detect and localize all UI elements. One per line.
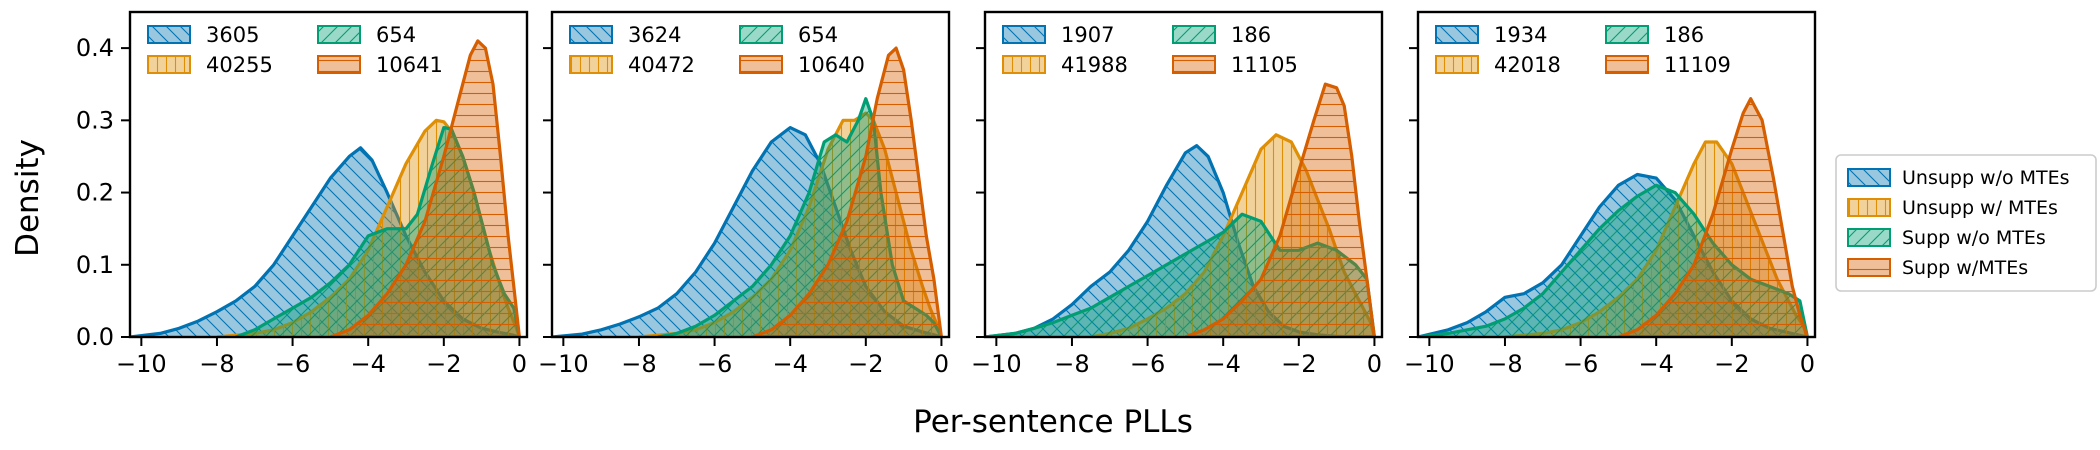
x-tick-label: −8	[199, 350, 234, 378]
legend-swatch-hatch	[148, 56, 190, 73]
density-line-series-4	[1617, 97, 1809, 337]
legend-count: 40255	[206, 53, 273, 77]
x-tick-label: −6	[1563, 350, 1598, 378]
legend-swatch-hatch	[1606, 56, 1648, 73]
legend-swatch-hatch	[740, 56, 782, 73]
x-tick-label: −10	[971, 350, 1022, 378]
legend-count: 186	[1231, 23, 1271, 47]
axes-frame	[983, 10, 1384, 339]
legend-swatch-hatch	[740, 26, 782, 43]
density-hatch-series-1	[985, 145, 1375, 337]
legend-count: 10640	[798, 53, 865, 77]
legend-swatch-hatch	[1848, 199, 1890, 216]
panel-2: −10 −8 −6 −4 −2 0 3624 40472 654 10640	[538, 10, 951, 378]
legend-swatch-hatch	[1003, 26, 1045, 43]
legend-count: 1907	[1061, 23, 1114, 47]
density-line-series-4	[751, 46, 943, 337]
x-tick-label: −6	[697, 350, 732, 378]
y-tick-label: 0.1	[76, 251, 114, 279]
legend-count: 654	[798, 23, 838, 47]
y-tick-label: 0.3	[76, 106, 114, 134]
legend-count: 1934	[1494, 23, 1547, 47]
x-tick-label: −4	[351, 350, 386, 378]
x-axis-title: Per-sentence PLLs	[913, 404, 1193, 440]
legend-swatch-hatch	[1436, 56, 1478, 73]
x-tick-label: −2	[426, 350, 461, 378]
density-hatch-series-4	[1185, 84, 1375, 337]
x-tick-label: 0	[934, 350, 949, 378]
density-line-series-4	[1184, 82, 1376, 337]
shared-legend: Unsupp w/o MTEs Unsupp w/ MTEs Supp w/o MT…	[1835, 154, 2097, 292]
y-tick-label: 0.2	[76, 179, 114, 207]
density-hatch-series-4	[752, 48, 942, 337]
legend-count: 40472	[628, 53, 695, 77]
legend-count: 41988	[1061, 53, 1128, 77]
axes-frame	[550, 10, 951, 339]
legend-swatch-hatch	[1436, 26, 1478, 43]
panel-4: −10 −8 −6 −4 −2 0 1934 42018 186 11109	[1404, 10, 1817, 378]
plot-area	[985, 82, 1376, 337]
legend-swatch-hatch	[1003, 56, 1045, 73]
x-tick-label: −4	[773, 350, 808, 378]
x-tick-label: −8	[1487, 350, 1522, 378]
legend-swatch-hatch	[1848, 259, 1890, 276]
legend-entry-label: Unsupp w/ MTEs	[1902, 197, 2058, 219]
x-tick-label: −2	[1714, 350, 1749, 378]
legend-swatch-hatch	[570, 56, 612, 73]
legend-swatch-hatch	[1848, 229, 1890, 246]
legend-swatch-hatch	[148, 26, 190, 43]
x-tick-label: −4	[1206, 350, 1241, 378]
panel-1: −10 −8 −6 −4 −2 0 0.0 0.1 0.2 0.3 0.4 3605 40255 654 1…	[76, 10, 529, 378]
legend-swatch-hatch	[570, 26, 612, 43]
legend-entry-label: Unsupp w/o MTEs	[1902, 167, 2070, 189]
x-tick-label: −2	[1281, 350, 1316, 378]
legend-count: 11109	[1664, 53, 1731, 77]
panel-3: −10 −8 −6 −4 −2 0 1907 41988 186 11105	[971, 10, 1384, 378]
x-tick-label: −10	[538, 350, 589, 378]
legend-count: 654	[376, 23, 416, 47]
plot-area	[130, 39, 521, 337]
x-tick-label: −10	[116, 350, 167, 378]
legend-swatch-hatch	[1848, 169, 1890, 186]
panel-legend: 3624 40472 654 10640	[569, 23, 865, 77]
legend-swatch-hatch	[1606, 26, 1648, 43]
panels: −10 −8 −6 −4 −2 0 0.0 0.1 0.2 0.3 0.4 3605 40255 654 1…	[76, 10, 1817, 378]
legend-count: 10641	[376, 53, 443, 77]
legend-swatch-hatch	[1173, 56, 1215, 73]
legend-count: 3605	[206, 23, 259, 47]
x-tick-label: −6	[1130, 350, 1165, 378]
x-tick-label: 0	[1367, 350, 1382, 378]
legend-entry-label: Supp w/o MTEs	[1902, 227, 2046, 249]
legend-swatch-hatch	[318, 26, 360, 43]
legend-box	[1835, 154, 2097, 292]
legend-swatch-hatch	[318, 56, 360, 73]
axes-frame	[128, 10, 529, 339]
y-tick-label: 0.0	[76, 323, 114, 351]
x-tick-label: −2	[848, 350, 883, 378]
legend-count: 11105	[1231, 53, 1298, 77]
x-tick-label: −10	[1404, 350, 1455, 378]
legend-count: 42018	[1494, 53, 1561, 77]
plot-area	[552, 46, 943, 337]
legend-entry-label: Supp w/MTEs	[1902, 257, 2028, 279]
x-tick-label: −8	[1054, 350, 1089, 378]
x-tick-label: 0	[1800, 350, 1815, 378]
panel-legend: 1907 41988 186 11105	[1002, 23, 1298, 77]
density-line-series-4	[329, 39, 521, 337]
y-tick-label: 0.4	[76, 34, 114, 62]
x-tick-label: −4	[1639, 350, 1674, 378]
legend-count: 186	[1664, 23, 1704, 47]
x-tick-label: −8	[621, 350, 656, 378]
legend-count: 3624	[628, 23, 681, 47]
x-tick-label: 0	[512, 350, 527, 378]
legend-swatch-hatch	[1173, 26, 1215, 43]
plot-area	[1418, 97, 1809, 337]
y-axis-title: Density	[10, 139, 46, 257]
panel-legend: 1934 42018 186 11109	[1435, 23, 1731, 77]
panel-legend: 3605 40255 654 10641	[147, 23, 443, 77]
density-hatch-series-4	[330, 40, 520, 337]
axes-frame	[1416, 10, 1817, 339]
x-tick-label: −6	[275, 350, 310, 378]
